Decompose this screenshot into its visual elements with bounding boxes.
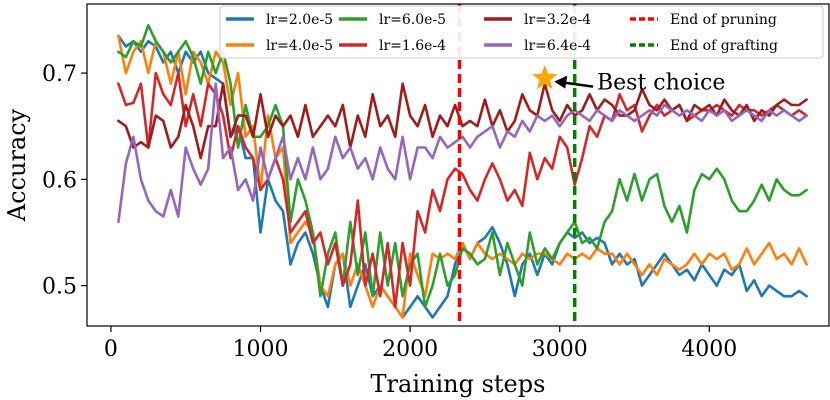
series-line-5 (117, 82, 808, 224)
y-tick-label: 0.6 (42, 168, 77, 193)
reference-lines (457, 4, 577, 326)
series-line-4 (117, 82, 808, 160)
legend-label: lr=6.0e-5 (379, 12, 446, 28)
x-axis-label: Training steps (371, 370, 546, 398)
y-tick-label: 0.5 (42, 275, 77, 300)
legend-label: lr=2.0e-5 (266, 12, 333, 28)
legend-label: lr=3.2e-4 (524, 12, 591, 28)
legend-label: lr=6.4e-4 (524, 38, 591, 54)
annotation-text: Best choice (597, 71, 725, 96)
legend-label: lr=4.0e-5 (266, 38, 333, 54)
best-choice-marker-layer: Best choice (532, 64, 725, 96)
x-tick-label: 2000 (382, 337, 438, 362)
x-tick-label: 0 (104, 337, 118, 362)
legend-label: End of pruning (670, 12, 777, 28)
x-tick-label: 4000 (681, 337, 737, 362)
best-choice-star-icon (532, 64, 558, 90)
legend: lr=2.0e-5 lr=4.0e-5 lr=6.0e-5 lr=1.6e-4 lr=3… (219, 5, 824, 59)
series-layer (117, 23, 808, 319)
y-tick-label: 0.7 (42, 62, 77, 87)
series-line-2 (117, 23, 808, 309)
plot-frame (86, 3, 830, 327)
y-axis-ticks: 0.5 0.6 0.7 (42, 62, 87, 300)
legend-box (219, 5, 824, 59)
x-tick-label: 1000 (233, 337, 289, 362)
annotation-arrow-head-icon (554, 75, 568, 89)
series-line-3 (117, 71, 808, 309)
legend-items: lr=2.0e-5 lr=4.0e-5 lr=6.0e-5 lr=1.6e-4 lr=3… (226, 12, 778, 54)
x-tick-label: 3000 (532, 337, 588, 362)
annotation-arrow-shaft (564, 81, 594, 88)
legend-label: End of grafting (670, 38, 778, 54)
x-axis-ticks: 0 1000 2000 3000 4000 (104, 326, 737, 362)
legend-label: lr=1.6e-4 (379, 38, 446, 54)
y-axis-label: Accuracy (3, 108, 31, 222)
